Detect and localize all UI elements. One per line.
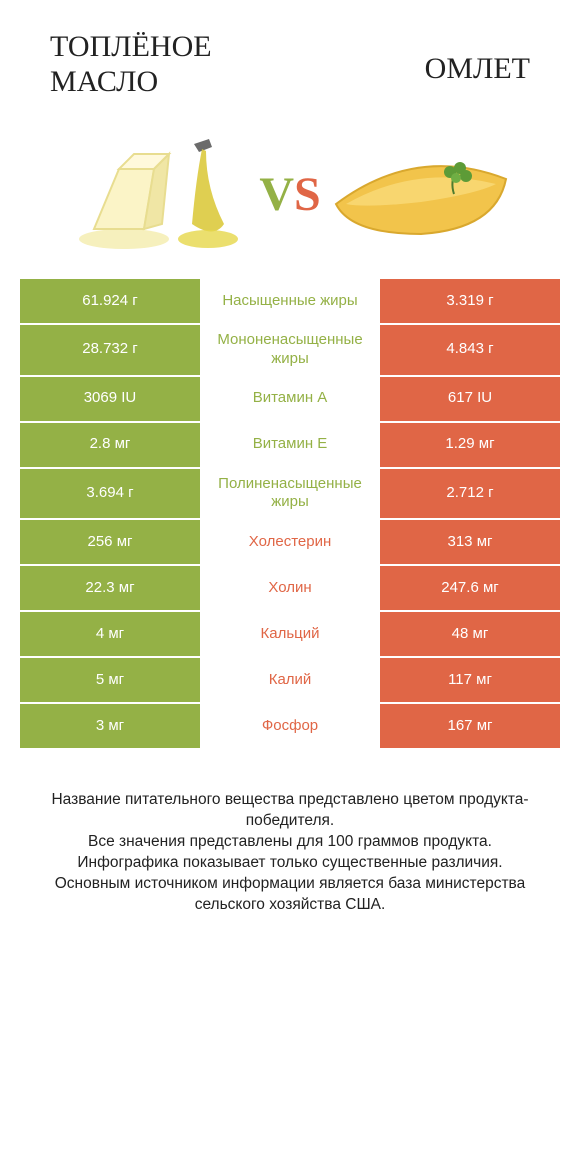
value-right: 48 мг xyxy=(380,612,560,658)
product-title-right: Омлет xyxy=(425,52,530,87)
table-row: 22.3 мгХолин247.6 мг xyxy=(20,566,560,612)
table-row: 256 мгХолестерин313 мг xyxy=(20,520,560,566)
table-row: 2.8 мгВитамин E1.29 мг xyxy=(20,423,560,469)
table-row: 3.694 гПолиненасыщенные жиры2.712 г xyxy=(20,469,560,521)
nutrient-label: Холестерин xyxy=(200,520,380,566)
vs-s: S xyxy=(294,168,321,221)
value-left: 61.924 г xyxy=(20,279,200,325)
header: Топлёноемасло Омлет xyxy=(20,20,560,99)
value-left: 3069 IU xyxy=(20,377,200,423)
infographic-container: Топлёноемасло Омлет VS xyxy=(0,0,580,946)
value-left: 28.732 г xyxy=(20,325,200,377)
value-right: 247.6 мг xyxy=(380,566,560,612)
value-left: 5 мг xyxy=(20,658,200,704)
product-title-left: Топлёноемасло xyxy=(50,30,212,99)
nutrient-label: Мононенасыщенные жиры xyxy=(200,325,380,377)
table-row: 3069 IUВитамин A617 IU xyxy=(20,377,560,423)
product-image-left xyxy=(59,119,259,269)
value-right: 2.712 г xyxy=(380,469,560,521)
nutrient-label: Калий xyxy=(200,658,380,704)
caption: Название питательного вещества представл… xyxy=(20,790,560,916)
comparison-table: 61.924 гНасыщенные жиры3.319 г28.732 гМо… xyxy=(20,279,560,750)
value-left: 2.8 мг xyxy=(20,423,200,469)
nutrient-label: Фосфор xyxy=(200,704,380,750)
value-right: 117 мг xyxy=(380,658,560,704)
value-left: 22.3 мг xyxy=(20,566,200,612)
nutrient-label: Полиненасыщенные жиры xyxy=(200,469,380,521)
nutrient-label: Кальций xyxy=(200,612,380,658)
table-row: 4 мгКальций48 мг xyxy=(20,612,560,658)
value-right: 3.319 г xyxy=(380,279,560,325)
nutrient-label: Витамин A xyxy=(200,377,380,423)
vs-label: VS xyxy=(259,167,320,222)
vs-row: VS xyxy=(20,109,560,279)
table-row: 5 мгКалий117 мг xyxy=(20,658,560,704)
nutrient-label: Насыщенные жиры xyxy=(200,279,380,325)
product-image-right xyxy=(321,119,521,269)
value-left: 4 мг xyxy=(20,612,200,658)
value-right: 1.29 мг xyxy=(380,423,560,469)
value-left: 3 мг xyxy=(20,704,200,750)
value-left: 3.694 г xyxy=(20,469,200,521)
table-row: 3 мгФосфор167 мг xyxy=(20,704,560,750)
table-row: 61.924 гНасыщенные жиры3.319 г xyxy=(20,279,560,325)
vs-v: V xyxy=(259,168,294,221)
value-right: 4.843 г xyxy=(380,325,560,377)
nutrient-label: Витамин E xyxy=(200,423,380,469)
nutrient-label: Холин xyxy=(200,566,380,612)
table-row: 28.732 гМононенасыщенные жиры4.843 г xyxy=(20,325,560,377)
value-left: 256 мг xyxy=(20,520,200,566)
value-right: 313 мг xyxy=(380,520,560,566)
value-right: 167 мг xyxy=(380,704,560,750)
value-right: 617 IU xyxy=(380,377,560,423)
